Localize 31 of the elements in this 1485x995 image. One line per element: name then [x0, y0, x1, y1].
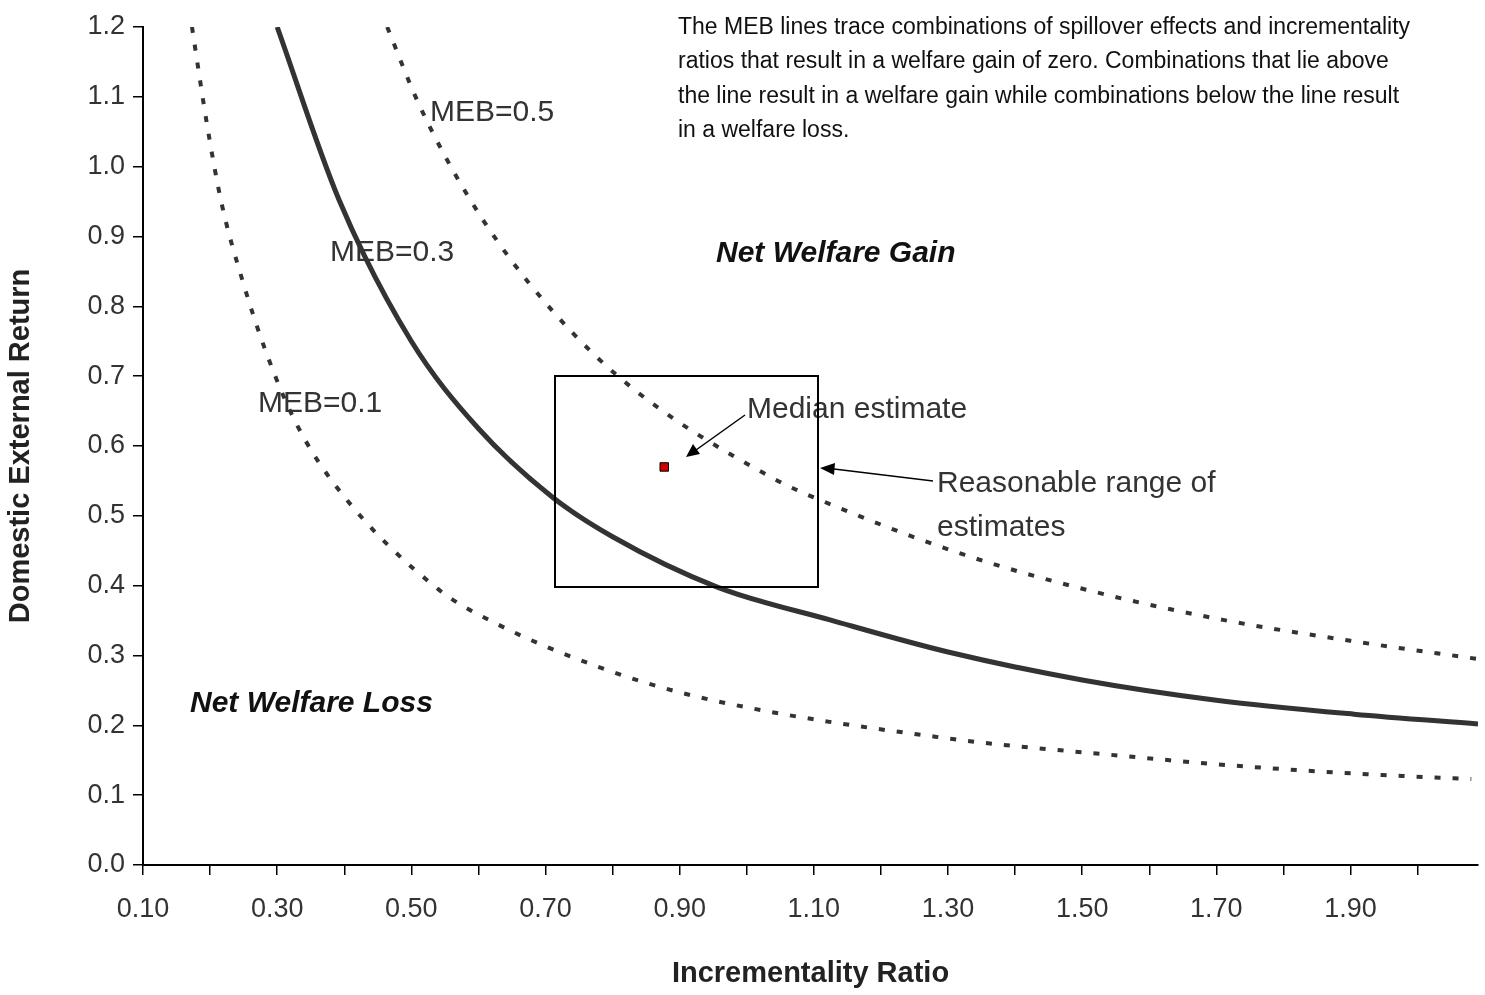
x-tick-label: 1.70 [1190, 892, 1243, 923]
y-tick-label: 0.8 [87, 289, 125, 320]
x-tick-label: 0.30 [250, 892, 304, 923]
annotation: The MEB lines trace combinations of spillover effects and incrementality ratios that result in a welfare gain of zero. Combinations that lie above the line result in a welfare gain while combinations below the line result in a welfare loss. [678, 12, 1411, 143]
y-tick-label: 0.5 [87, 499, 125, 530]
x-tick-label: 0.70 [519, 892, 572, 923]
series-label: MEB=0.5 [430, 94, 555, 128]
y-tick-label: 1.0 [87, 150, 125, 181]
annotation: Reasonable range of estimates [937, 465, 1217, 542]
x-tick-label: 1.10 [787, 892, 841, 923]
y-tick-label: 0.0 [87, 848, 125, 879]
y-tick-label: 1.1 [87, 80, 125, 111]
x-axis-title: Incrementality Ratio [671, 955, 950, 988]
y-tick-label: 0.1 [87, 778, 125, 809]
y-axis-title: Domestic External Return [3, 268, 36, 624]
x-tick-label: 0.90 [653, 892, 706, 923]
y-tick-label: 0.4 [87, 569, 125, 600]
x-tick-label: 1.90 [1324, 892, 1377, 923]
y-tick-label: 0.7 [87, 359, 125, 390]
x-tick-label: 0.50 [385, 892, 438, 923]
x-tick-label: 1.30 [921, 892, 975, 923]
series-label: MEB=0.1 [258, 385, 383, 419]
y-tick-label: 1.2 [87, 10, 125, 41]
x-tick-label: 0.10 [116, 892, 170, 923]
annotation: Net Welfare Gain [716, 235, 956, 269]
annotation: Net Welfare Loss [190, 685, 433, 719]
y-tick-label: 0.9 [87, 219, 125, 250]
y-tick-label: 0.3 [87, 638, 125, 669]
y-tick-label: 0.6 [87, 429, 125, 460]
y-tick-label: 0.2 [87, 708, 125, 739]
x-tick-label: 1.50 [1055, 892, 1109, 923]
